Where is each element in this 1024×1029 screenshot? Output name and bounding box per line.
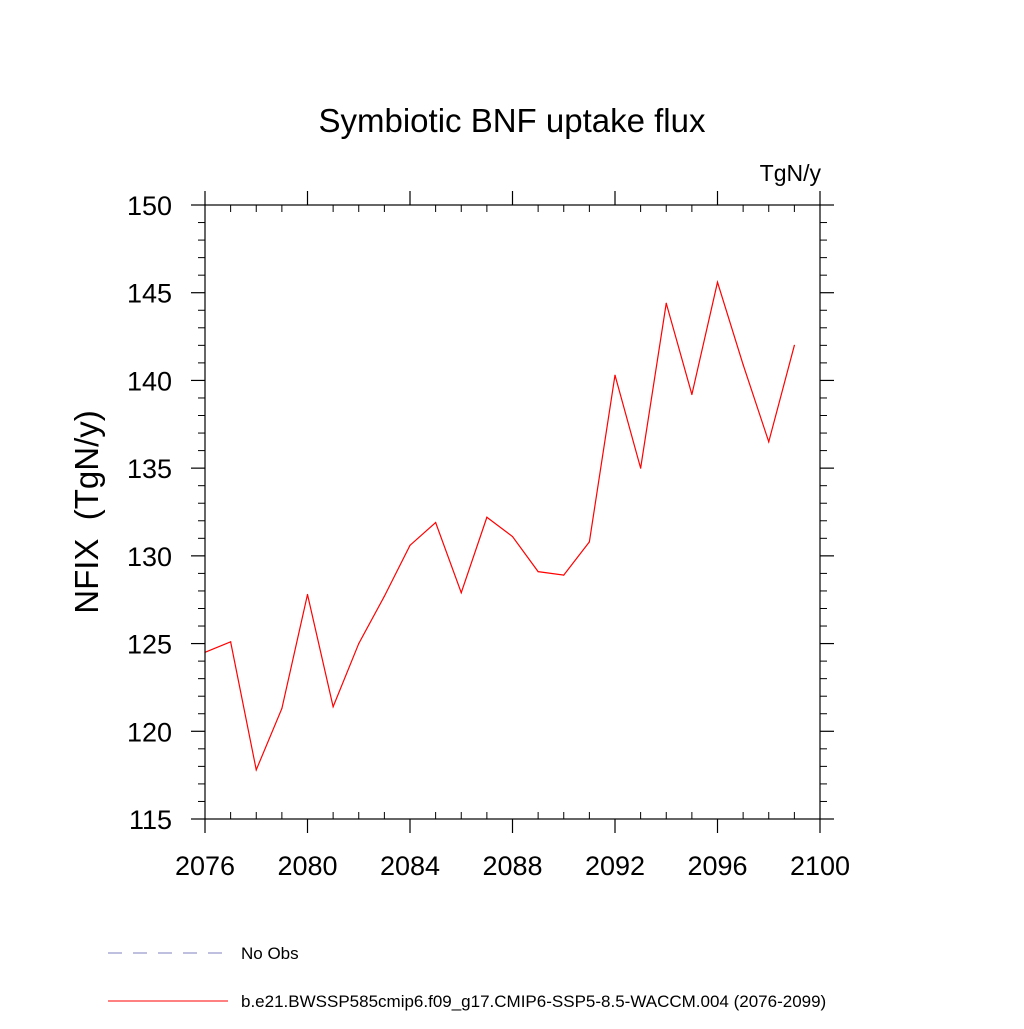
legend-label: No Obs bbox=[241, 944, 299, 963]
data-point bbox=[435, 521, 437, 524]
data-point bbox=[793, 344, 795, 346]
chart-title: Symbiotic BNF uptake flux bbox=[319, 102, 706, 139]
y-tick-label: 150 bbox=[127, 191, 172, 221]
data-point bbox=[332, 706, 334, 708]
series-line-0 bbox=[204, 279, 795, 772]
plot-frame bbox=[204, 204, 821, 820]
data-point bbox=[306, 593, 309, 596]
units-label: TgN/y bbox=[760, 160, 822, 186]
data-point bbox=[281, 707, 283, 710]
data-point bbox=[716, 281, 719, 283]
data-point bbox=[255, 769, 257, 771]
data-point bbox=[486, 516, 488, 518]
x-tick-label: 2088 bbox=[482, 851, 542, 881]
data-point bbox=[768, 441, 770, 443]
x-tick-label: 2100 bbox=[790, 851, 850, 881]
y-tick-label: 145 bbox=[127, 279, 172, 309]
minor-ticks bbox=[198, 205, 827, 819]
data-point bbox=[383, 595, 385, 597]
data-point bbox=[358, 642, 360, 645]
legend-label: b.e21.BWSSP585cmip6.f09_g17.CMIP6-SSP5-8… bbox=[241, 992, 826, 1011]
data-point bbox=[614, 374, 616, 376]
x-tick-label: 2076 bbox=[175, 851, 235, 881]
data-point bbox=[742, 364, 744, 366]
y-tick-label: 135 bbox=[127, 454, 172, 484]
data-point bbox=[588, 541, 590, 543]
x-tick-label: 2092 bbox=[585, 851, 645, 881]
x-tick-label: 2080 bbox=[277, 851, 337, 881]
x-tick-label: 2084 bbox=[380, 851, 440, 881]
data-point bbox=[460, 592, 462, 594]
y-tick-label: 120 bbox=[127, 717, 172, 747]
y-tick-labels: 115 120 125 130 135 140 145 150 bbox=[127, 191, 172, 835]
data-point bbox=[409, 544, 411, 546]
legend: No Obs b.e21.BWSSP585cmip6.f09_g17.CMIP6-… bbox=[108, 944, 826, 1011]
data-point bbox=[563, 574, 565, 576]
y-tick-label: 130 bbox=[127, 542, 172, 572]
data-point bbox=[511, 535, 514, 538]
data-point bbox=[665, 302, 667, 304]
x-tick-labels: 2076 2080 2084 2088 2092 2096 2100 bbox=[175, 851, 850, 881]
major-ticks bbox=[191, 191, 834, 833]
y-tick-label: 125 bbox=[127, 630, 172, 660]
y-axis-label: NFIX (TgN/y) bbox=[68, 410, 105, 614]
data-point bbox=[640, 467, 642, 469]
y-tick-label: 140 bbox=[127, 366, 172, 396]
series-layer bbox=[204, 279, 795, 772]
data-point bbox=[537, 571, 539, 573]
y-tick-label: 115 bbox=[129, 805, 172, 835]
x-tick-label: 2096 bbox=[687, 851, 747, 881]
data-point bbox=[230, 641, 232, 643]
data-point bbox=[691, 393, 693, 396]
